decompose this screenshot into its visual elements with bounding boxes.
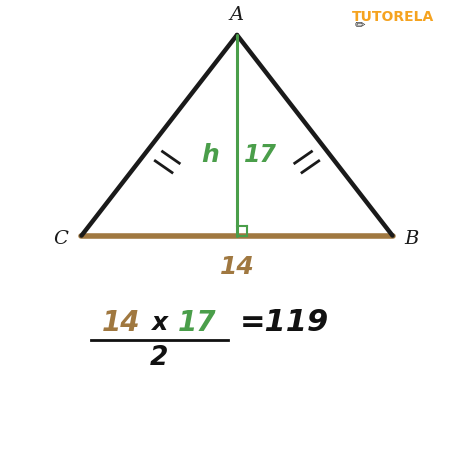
Text: x: x [151, 311, 167, 335]
Text: =119: =119 [239, 308, 328, 337]
Text: TUTORELA: TUTORELA [351, 10, 434, 24]
Text: 17: 17 [244, 143, 277, 167]
Text: 14: 14 [102, 308, 141, 336]
Text: 2: 2 [150, 345, 168, 371]
Text: C: C [54, 230, 68, 248]
Text: h: h [201, 143, 219, 167]
Text: 17: 17 [178, 308, 217, 336]
Text: 14: 14 [219, 255, 255, 279]
Text: A: A [230, 6, 244, 24]
Text: B: B [404, 230, 419, 248]
Text: ✏: ✏ [354, 19, 365, 32]
